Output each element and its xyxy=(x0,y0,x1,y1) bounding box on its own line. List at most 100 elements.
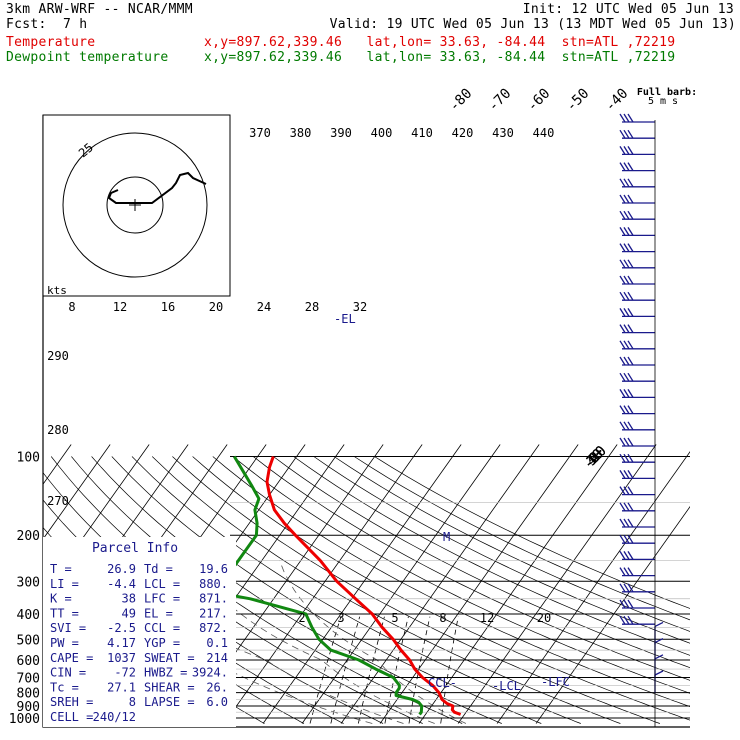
level-markers: -EL M CCL- -LCL -LFC xyxy=(334,312,570,693)
parcel-row-value: 27.1 xyxy=(107,680,136,694)
wind-barb-flag xyxy=(623,615,630,625)
wind-barb xyxy=(619,243,655,253)
parcel-row-value: 26. xyxy=(206,680,228,694)
pressure-tick-label: 200 xyxy=(17,529,40,544)
wind-barb-flag xyxy=(619,470,626,479)
wind-barb-flag xyxy=(619,259,626,269)
hodograph-ring xyxy=(106,176,164,234)
mixing-ratio-label: 8 xyxy=(439,611,446,625)
theta-label: 390 xyxy=(330,126,352,140)
wind-barb-flag xyxy=(623,599,630,609)
parcel-row-label: SWEAT = xyxy=(144,651,195,665)
pressure-tick-label: 600 xyxy=(17,654,40,669)
forecast-label: Fcst: xyxy=(6,17,47,32)
wind-barb-flag xyxy=(627,210,634,220)
dry-adiabat xyxy=(172,456,661,724)
theta-label: 400 xyxy=(371,126,393,140)
wind-barb-flag xyxy=(654,654,664,660)
wind-barb xyxy=(619,308,655,318)
wind-barb-flag xyxy=(623,210,630,220)
wind-barb-flag xyxy=(623,356,630,366)
lcl-marker: -LCL xyxy=(492,679,521,693)
dry-adiabat xyxy=(293,456,690,656)
dry-adiabat xyxy=(333,456,690,632)
wind-barb-flag xyxy=(627,437,634,447)
wind-barb-flag xyxy=(627,583,634,593)
wind-barb-flag xyxy=(619,405,626,414)
wind-barb-flag xyxy=(619,518,626,528)
moist-adiabat xyxy=(43,580,373,724)
wind-barb-flag xyxy=(619,194,626,204)
theta-label: 290 xyxy=(47,349,69,363)
parcel-row-label: CCL = xyxy=(144,621,180,635)
isotherm-label: -80 xyxy=(446,86,475,115)
pressure-tick-label: 400 xyxy=(17,608,40,623)
model-title: 3km ARW-WRF -- NCAR/MMM xyxy=(6,2,193,17)
wind-barb-flag xyxy=(623,453,630,463)
parcel-row-label: LI = xyxy=(50,577,79,591)
hodograph-speed-label: 28 xyxy=(305,300,319,314)
wind-barb-flag xyxy=(627,243,634,252)
isotherm-label: -70 xyxy=(485,86,514,115)
wind-barb-flag xyxy=(623,534,630,544)
wind-barb xyxy=(619,567,655,577)
hodograph-speed-label: 12 xyxy=(113,300,127,314)
wind-barb-flag xyxy=(619,227,626,236)
wind-barb-flag xyxy=(627,421,634,431)
wind-barb-flag xyxy=(623,129,630,139)
hodograph-unit: kts xyxy=(47,284,67,297)
wind-barb-flag xyxy=(627,113,634,123)
wind-barb-flag xyxy=(627,162,634,171)
dry-adiabat xyxy=(232,456,690,694)
wind-barb xyxy=(619,502,655,512)
parcel-row-value: 240/12 xyxy=(93,710,136,724)
wind-barb-flag xyxy=(619,129,626,139)
theta-label: 380 xyxy=(290,126,312,140)
hodograph-speed-label: 8 xyxy=(68,300,75,314)
wind-barb-flag xyxy=(627,534,634,544)
wind-barb xyxy=(619,453,655,463)
wind-barb xyxy=(619,486,655,496)
wind-barb-flag xyxy=(627,551,634,560)
mixing-ratio-label: 12 xyxy=(480,611,494,625)
temperature-profile xyxy=(265,456,462,716)
ccl-marker: CCL- xyxy=(428,676,457,690)
wind-barb-flag xyxy=(619,243,626,252)
wind-barb xyxy=(619,146,655,156)
wind-barb xyxy=(619,324,655,334)
wind-barb xyxy=(619,210,655,220)
wind-barb-flag xyxy=(623,518,630,528)
dry-adiabat xyxy=(131,456,581,724)
dry-adiabat xyxy=(151,456,621,724)
hodograph-ring xyxy=(62,132,208,278)
wind-barb xyxy=(619,470,655,480)
parcel-row-value: 4.17 xyxy=(107,636,136,650)
wind-barb-flag xyxy=(623,243,630,252)
wind-barb-flag xyxy=(627,340,634,350)
wind-barb-flag xyxy=(623,113,630,123)
wind-barb xyxy=(619,259,655,269)
mixing-ratio-line xyxy=(330,616,361,724)
parcel-row-label: SHEAR = xyxy=(144,680,195,694)
wind-barb-flag xyxy=(654,638,664,644)
barb-legend-title: Full barb: xyxy=(637,87,697,98)
wind-barb-flag xyxy=(619,615,626,625)
wind-barb-flag xyxy=(623,308,630,317)
parcel-row-label: LFC = xyxy=(144,592,180,606)
wind-barb-flag xyxy=(623,291,630,301)
parcel-row-value: 872. xyxy=(199,621,228,635)
dewpoint-profile xyxy=(165,455,424,716)
parcel-row-value: 8 xyxy=(129,695,136,709)
dry-adiabat xyxy=(192,456,690,721)
wind-barb-flag xyxy=(623,567,630,576)
mixing-ratio-label: 3 xyxy=(337,611,344,625)
wind-barb-flag xyxy=(623,583,630,593)
theta-label: 440 xyxy=(533,126,555,140)
el-marker: -EL xyxy=(334,312,356,326)
wind-barb-flag xyxy=(623,178,630,188)
wind-barb-flag xyxy=(619,324,626,333)
wind-barb-flag xyxy=(627,227,634,236)
wind-barb-flag xyxy=(623,421,630,431)
parcel-row-label: EL = xyxy=(144,606,173,620)
